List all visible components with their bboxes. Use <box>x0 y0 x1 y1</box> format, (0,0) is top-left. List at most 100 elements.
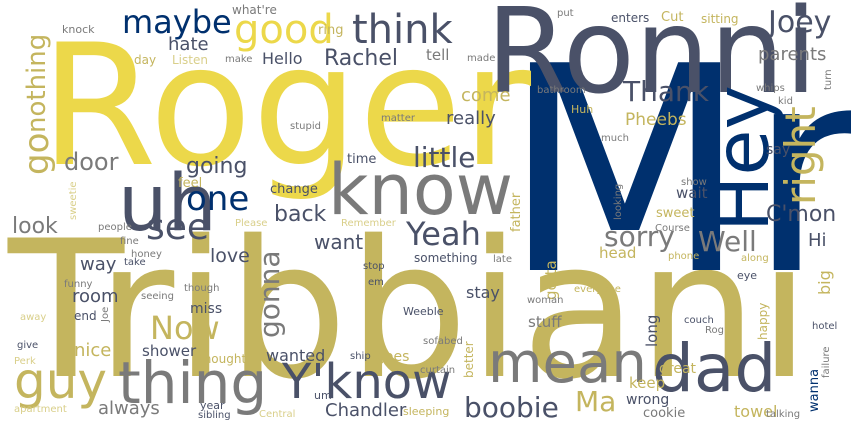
word-big: big <box>815 270 834 295</box>
word-something: something <box>414 251 478 265</box>
word-enters: enters <box>611 11 650 25</box>
word-phone: phone <box>668 251 700 262</box>
word-em: em <box>368 277 384 288</box>
word-yknow: Y'know <box>282 354 452 410</box>
word-sweet: sweet <box>656 206 695 221</box>
word-matter: matter <box>381 113 415 124</box>
word-time: time <box>347 152 377 167</box>
word-kid: kid <box>778 96 793 107</box>
word-towel: towel <box>734 402 778 421</box>
word-look: look <box>12 214 58 239</box>
word-see: see <box>146 207 210 248</box>
word-think: think <box>352 7 453 53</box>
word-tell: tell <box>426 46 450 64</box>
word-day: day <box>134 53 157 67</box>
word-take: take <box>124 257 146 268</box>
word-thank: Thank <box>623 75 709 108</box>
word-uh: uh <box>118 159 217 249</box>
word-couch: couch <box>684 315 714 326</box>
word-stop: stop <box>363 261 385 272</box>
word-gonna: gonna <box>253 250 286 338</box>
word-happy: happy <box>756 302 770 340</box>
word-rog: Rog <box>705 325 724 336</box>
word-roger: Roger <box>40 8 532 204</box>
word-away: away <box>20 312 47 323</box>
word-cut: Cut <box>661 10 684 25</box>
word-going: going <box>186 154 248 179</box>
word-weeble: Weeble <box>403 305 444 318</box>
word-sibling: sibling <box>198 410 231 421</box>
word-nothing: nothing <box>22 33 52 133</box>
word-people: people <box>98 222 132 233</box>
word-change: change <box>270 182 318 197</box>
word-funny: funny <box>64 279 93 290</box>
word-maybe: maybe <box>122 3 232 41</box>
word-back: back <box>274 202 327 227</box>
word-joe: Joe <box>100 306 111 322</box>
word-honey: honey <box>131 249 162 260</box>
word-sorry: sorry <box>604 220 675 253</box>
word-good: good <box>234 7 334 53</box>
word-listen: Listen <box>172 53 208 67</box>
word-little: little <box>413 141 476 174</box>
word-love: love <box>210 245 250 267</box>
word-everyone: everyone <box>574 284 621 295</box>
word-want: want <box>314 230 364 254</box>
word-sofabed: sofabed <box>423 336 463 347</box>
word-failure: failure <box>821 346 832 378</box>
word-mean: mean <box>488 331 647 396</box>
word-um: um <box>314 389 332 402</box>
word-door: door <box>64 148 119 176</box>
word-much: much <box>601 133 629 144</box>
word-put: put <box>557 8 574 19</box>
word-parents: parents <box>758 44 827 65</box>
word-hotel: hotel <box>812 321 838 332</box>
word-seeing: seeing <box>141 291 174 302</box>
word-apartment: apartment <box>14 404 67 415</box>
word-remember: Remember <box>341 218 396 229</box>
word-nice: nice <box>74 340 112 361</box>
word-ronni: Ronni <box>486 0 818 120</box>
word-guy: guy <box>14 352 108 410</box>
word-wanted: wanted <box>266 346 326 365</box>
word-knock: knock <box>62 23 95 36</box>
word-rachel: Rachel <box>324 46 398 71</box>
word-cmon: C'mon <box>766 202 837 227</box>
word-course: Course <box>655 223 690 234</box>
word-show: show <box>681 177 707 188</box>
word-now: Now <box>150 309 220 347</box>
word-thing: thing <box>118 349 268 417</box>
word-ma: Ma <box>575 385 617 418</box>
word-hate: hate <box>168 34 209 55</box>
word-long: long <box>643 314 661 347</box>
word-whips: whips <box>756 83 785 94</box>
word-room: room <box>72 286 119 307</box>
word-whatre: what're <box>232 3 277 17</box>
word-head: head <box>599 244 637 262</box>
word-yeah: Yeah <box>406 215 481 253</box>
word-along: along <box>741 253 769 264</box>
word-bathroom: bathroom <box>537 85 586 96</box>
word-woman: woman <box>527 295 564 306</box>
word-stupid: stupid <box>290 121 321 132</box>
word-chandler: Chandler <box>325 400 407 421</box>
word-really: really <box>446 108 496 129</box>
word-feel: feel <box>178 176 203 191</box>
word-curtain: curtain <box>420 365 456 376</box>
word-make: make <box>225 54 253 65</box>
word-hi: Hi <box>808 230 827 251</box>
word-wrong: wrong <box>626 392 670 408</box>
word-great: great <box>659 361 697 377</box>
word-sitting: sitting <box>701 12 739 26</box>
word-stuff: stuff <box>528 313 562 331</box>
word-always: always <box>98 398 160 419</box>
word-huh: Huh <box>571 103 594 116</box>
word-thought: thought <box>199 352 247 366</box>
word-pheebs: Pheebs <box>625 110 687 130</box>
word-wanna: wanna <box>807 368 822 412</box>
word-looking: looking <box>613 183 624 220</box>
word-hello: Hello <box>262 49 303 68</box>
word-ship: ship <box>350 351 371 362</box>
word-mr: Mr <box>502 6 851 338</box>
